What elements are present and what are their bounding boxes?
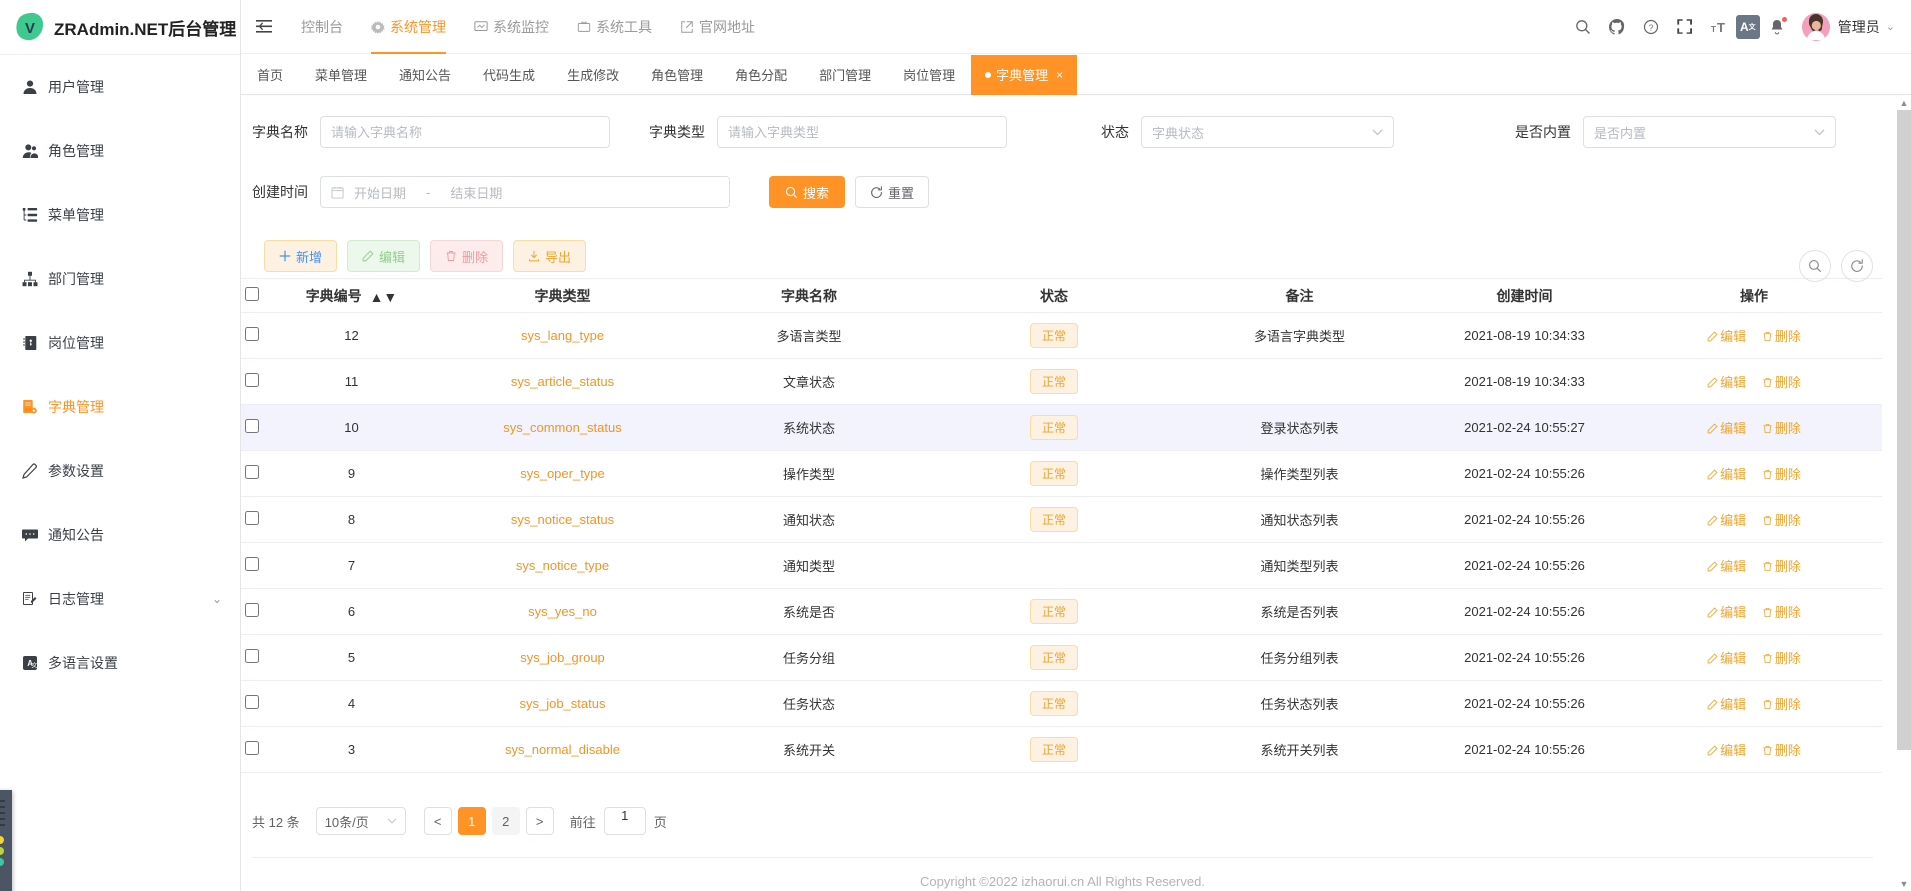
svg-text:T: T	[1711, 25, 1716, 34]
svg-text:文: 文	[32, 661, 38, 669]
svg-text:T: T	[1717, 20, 1725, 35]
svg-text:?: ?	[1649, 23, 1654, 32]
svg-text:V: V	[25, 20, 35, 37]
